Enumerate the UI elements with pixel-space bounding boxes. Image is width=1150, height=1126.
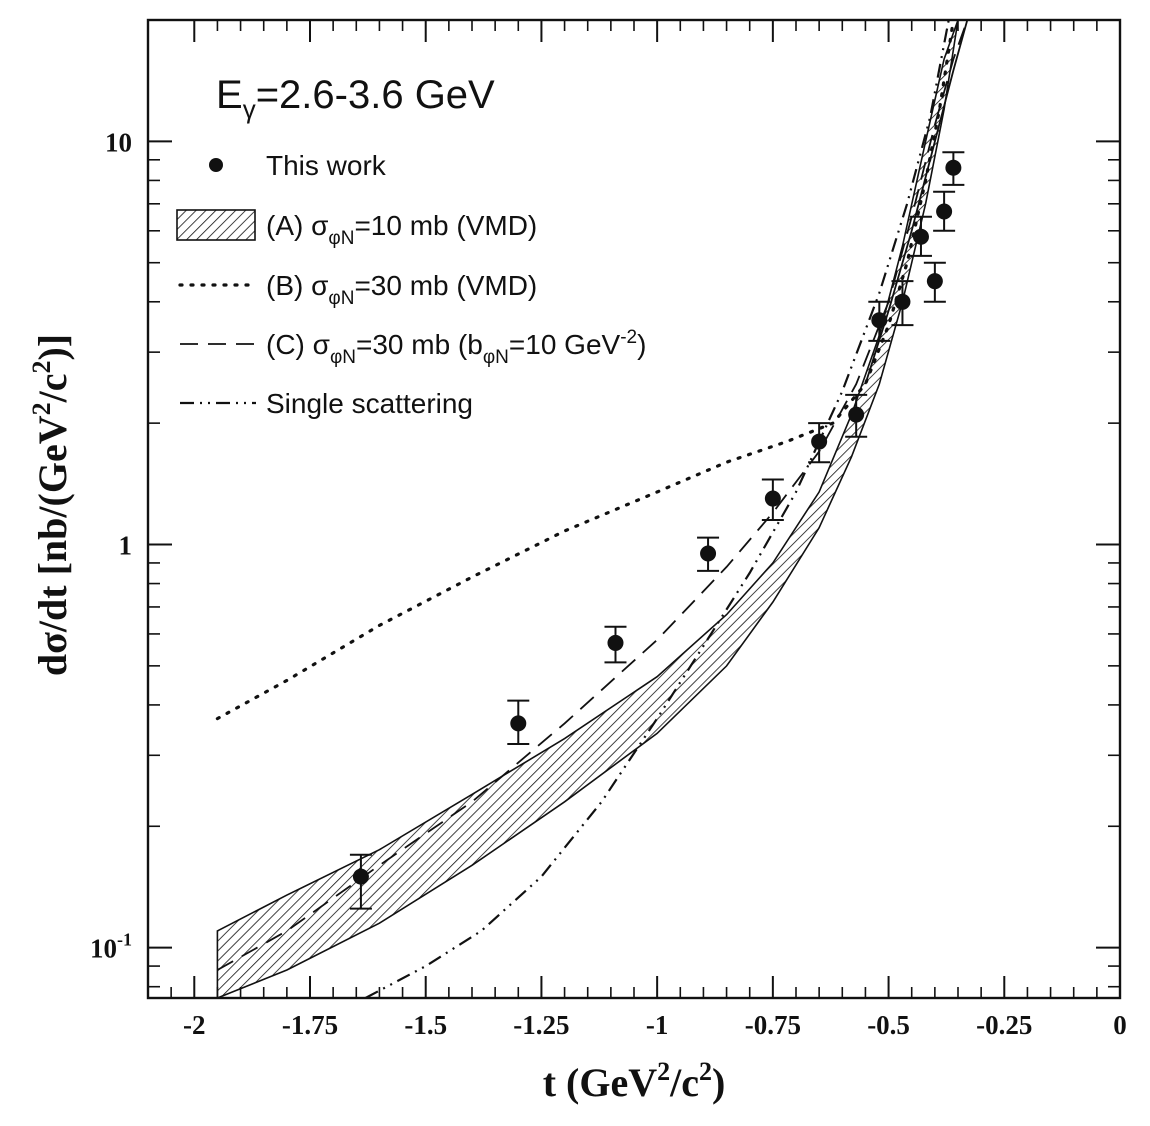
legend-label: Single scattering: [266, 388, 473, 419]
legend-item: (A) σφN=10 mb (VMD): [176, 209, 537, 249]
plot-area: [215, 20, 969, 998]
legend-item: (C) σφN=30 mb (bφN=10 GeV-2): [180, 327, 646, 368]
x-tick-label: -1.25: [513, 1010, 569, 1040]
data-point: [868, 300, 891, 342]
legend-label: (B) σφN=30 mb (VMD): [266, 270, 537, 309]
chart-title: Eγ=2.6-3.6 GeV: [216, 73, 495, 124]
legend-label: This work: [266, 150, 387, 181]
x-tick-label: -1.5: [404, 1010, 447, 1040]
legend-label: (C) σφN=30 mb (bφN=10 GeV-2): [266, 327, 646, 368]
data-point: [942, 151, 965, 186]
data-point-marker: [607, 634, 624, 651]
data-point-marker: [871, 312, 888, 329]
data-point-marker: [700, 545, 717, 562]
data-point-marker: [811, 433, 828, 450]
data-point-marker: [352, 868, 369, 885]
data-point-marker: [848, 406, 865, 423]
y-tick-label: 10: [105, 127, 132, 157]
legend-label: (A) σφN=10 mb (VMD): [266, 210, 537, 249]
data-point: [923, 261, 946, 303]
series-c-line: [216, 20, 969, 971]
data-point: [909, 215, 932, 257]
x-tick-label: 0: [1113, 1010, 1127, 1040]
data-point: [349, 853, 372, 910]
series-b-line: [215, 20, 956, 721]
data-point-marker: [764, 490, 781, 507]
x-tick-label: -1.75: [282, 1010, 338, 1040]
y-tick-label: 1: [119, 530, 133, 560]
data-point-marker: [510, 715, 527, 732]
data-point: [761, 478, 784, 522]
data-point-marker: [894, 293, 911, 310]
x-axis-label: t (GeV2/c2): [543, 1057, 726, 1105]
y-tick-label: 10-1: [90, 930, 132, 964]
data-point: [507, 699, 530, 745]
labels: Eγ=2.6-3.6 GeV t (GeV2/c2) dσ/dt [nb/(GeV2…: [27, 73, 725, 1105]
data-point: [697, 536, 720, 572]
legend-item: This work: [209, 150, 387, 181]
x-tick-label: -0.25: [976, 1010, 1032, 1040]
legend: This work (A) σφN=10 mb (VMD) (B) σφN=30 m…: [176, 150, 646, 419]
data-point: [845, 393, 868, 438]
legend-band-marker: [176, 209, 256, 241]
y-axis-label: dσ/dt [nb/(GeV2/c2)]: [27, 334, 75, 676]
legend-item: Single scattering: [180, 388, 473, 419]
data-point: [891, 280, 914, 327]
x-tick-label: -2: [183, 1010, 206, 1040]
data-point: [808, 422, 831, 464]
data-point: [604, 625, 627, 664]
legend-dot-marker: [209, 158, 223, 172]
data-point-marker: [926, 273, 943, 290]
data-point-marker: [945, 159, 962, 176]
x-tick-label: -0.5: [867, 1010, 910, 1040]
axes: -2 -1.75 -1.5 -1.25 -1 -0.75 -0.5 -0.25 0 10 1 10-1: [90, 18, 1127, 1040]
series-single-line: [364, 20, 950, 998]
legend-item: (B) σφN=30 mb (VMD): [178, 270, 537, 309]
data-point-marker: [936, 203, 953, 220]
x-tick-label: -0.75: [745, 1010, 801, 1040]
x-tick-label: -1: [646, 1010, 669, 1040]
data-point: [933, 190, 956, 232]
data-point-marker: [912, 228, 929, 245]
